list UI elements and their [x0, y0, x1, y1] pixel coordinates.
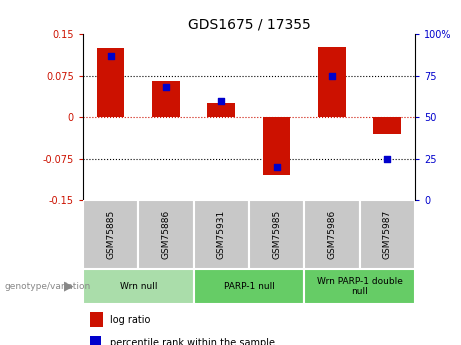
Point: [273, 164, 280, 170]
Bar: [89, 312, 103, 327]
Bar: [207, 104, 235, 117]
Bar: [249, 200, 304, 269]
Text: GSM75987: GSM75987: [383, 210, 392, 259]
Title: GDS1675 / 17355: GDS1675 / 17355: [188, 18, 310, 32]
Text: genotype/variation: genotype/variation: [5, 282, 91, 291]
Text: Wrn null: Wrn null: [119, 282, 157, 291]
Bar: [138, 200, 194, 269]
Bar: [194, 200, 249, 269]
Text: Wrn PARP-1 double
null: Wrn PARP-1 double null: [317, 277, 402, 296]
Point: [384, 156, 391, 161]
Text: GSM75986: GSM75986: [327, 210, 337, 259]
Bar: [360, 200, 415, 269]
Text: percentile rank within the sample: percentile rank within the sample: [110, 338, 275, 345]
Bar: [152, 81, 180, 117]
Bar: [83, 200, 138, 269]
Text: GSM75886: GSM75886: [161, 210, 171, 259]
Point: [328, 73, 336, 79]
Bar: [263, 117, 290, 175]
Bar: [97, 48, 124, 117]
Bar: [304, 200, 360, 269]
Point: [218, 98, 225, 104]
Text: GSM75985: GSM75985: [272, 210, 281, 259]
Bar: [318, 47, 346, 117]
Text: PARP-1 null: PARP-1 null: [224, 282, 274, 291]
Bar: [304, 269, 415, 304]
Text: ▶: ▶: [64, 280, 74, 293]
Bar: [194, 269, 304, 304]
Bar: [373, 117, 401, 134]
Bar: [89, 336, 101, 345]
Text: log ratio: log ratio: [110, 315, 150, 325]
Text: GSM75885: GSM75885: [106, 210, 115, 259]
Point: [162, 85, 170, 90]
Point: [107, 53, 114, 59]
Text: GSM75931: GSM75931: [217, 210, 226, 259]
Bar: [83, 269, 194, 304]
